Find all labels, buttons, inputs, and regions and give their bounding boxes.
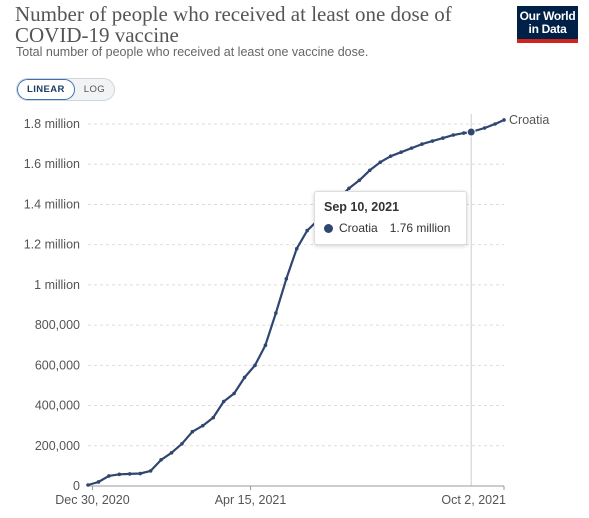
data-point <box>190 429 195 434</box>
data-point <box>96 480 101 484</box>
y-tick-label: 400,000 <box>35 399 80 413</box>
logo-line-2: in Data <box>528 21 567 36</box>
y-tick-label: 200,000 <box>35 439 80 453</box>
tooltip-series-dot <box>324 223 333 233</box>
y-tick-label: 1.4 million <box>24 197 80 211</box>
y-tick-label: 800,000 <box>35 318 80 332</box>
data-point <box>368 168 372 173</box>
data-point <box>388 154 393 158</box>
logo-line-1: Our World <box>519 8 576 23</box>
tooltip-series-name: Croatia <box>339 221 378 235</box>
y-tick-label: 600,000 <box>35 358 80 372</box>
data-point <box>263 343 268 348</box>
data-point <box>169 451 174 455</box>
data-point <box>461 131 466 135</box>
y-tick-label: 0 <box>73 479 80 493</box>
data-point <box>347 186 351 191</box>
scale-toggle: LINEAR LOG <box>16 78 116 101</box>
x-tick-label: Oct 2, 2021 <box>441 493 506 507</box>
tooltip-row: Croatia 1.76 million <box>324 221 457 235</box>
data-point <box>294 246 299 251</box>
data-point <box>441 136 445 140</box>
data-point <box>378 160 383 165</box>
data-point <box>117 472 122 477</box>
data-point <box>420 142 424 146</box>
data-point <box>180 441 184 446</box>
series-end-label: Croatia <box>509 113 549 127</box>
data-point <box>451 133 456 137</box>
data-point <box>274 311 278 315</box>
highlight-marker <box>466 127 476 137</box>
owid-logo[interactable]: Our World in Data <box>517 6 578 43</box>
data-point <box>211 415 216 420</box>
data-point <box>253 363 257 368</box>
data-point <box>242 375 247 380</box>
tooltip-date: Sep 10, 2021 <box>324 200 400 214</box>
data-point <box>284 277 289 281</box>
data-point <box>430 139 435 143</box>
series-line-croatia <box>87 118 505 487</box>
data-point <box>232 391 236 396</box>
data-point <box>482 126 487 130</box>
x-tick-label: Apr 15, 2021 <box>215 493 287 507</box>
y-tick-label: 1.8 million <box>24 117 80 131</box>
data-point <box>159 458 163 462</box>
y-tick-label: 1.2 million <box>24 238 80 252</box>
y-tick-label: 1.6 million <box>24 157 80 171</box>
data-point <box>399 150 403 154</box>
data-point <box>138 471 142 476</box>
data-point <box>357 178 362 183</box>
chart-title: Number of people who received at least o… <box>15 2 452 47</box>
tooltip-value: 1.76 million <box>389 221 451 235</box>
y-tick-label: 1 million <box>34 278 80 292</box>
log-scale-button[interactable]: LOG <box>75 79 114 100</box>
data-point <box>502 118 506 122</box>
chart-subtitle: Total number of people who received at l… <box>16 45 369 59</box>
x-tick-label: Dec 30, 2020 <box>55 493 129 507</box>
data-point <box>221 399 226 404</box>
data-point <box>127 472 132 476</box>
tooltip: Sep 10, 2021 Croatia 1.76 million <box>314 191 467 245</box>
data-point <box>148 469 153 473</box>
data-point <box>107 474 111 478</box>
data-point <box>201 423 205 428</box>
data-point <box>493 122 497 126</box>
data-point <box>86 483 90 487</box>
data-point <box>409 146 414 150</box>
linear-scale-button[interactable]: LINEAR <box>17 79 75 100</box>
data-point <box>305 228 309 233</box>
